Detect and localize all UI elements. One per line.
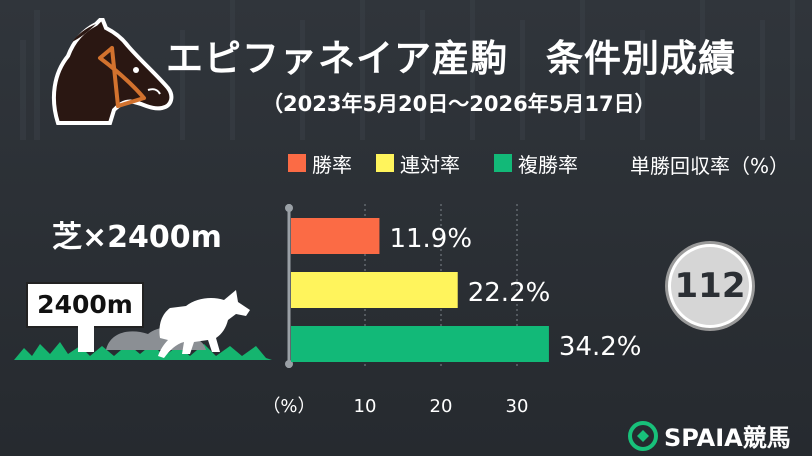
running-horse-icon bbox=[14, 290, 272, 360]
legend-swatch bbox=[494, 154, 512, 172]
page-subtitle: （2023年5月20日〜2026年5月17日） bbox=[262, 92, 656, 116]
spaia-logo-icon bbox=[628, 420, 658, 451]
axis-cap bbox=[285, 204, 293, 212]
distance-sign: 2400m bbox=[26, 282, 144, 328]
return-rate-note: 単勝回収率（%） bbox=[630, 154, 790, 178]
legend-label: 連対率 bbox=[400, 152, 460, 177]
legend-swatch bbox=[288, 154, 306, 172]
x-tick-label: 20 bbox=[430, 396, 453, 417]
legend-swatch bbox=[376, 154, 394, 172]
x-axis-unit-label: （%） bbox=[262, 396, 315, 417]
sign-post bbox=[78, 326, 94, 352]
legend-item-quinella: 連対率 bbox=[376, 150, 460, 177]
brand-name: SPAIA競馬 bbox=[664, 424, 791, 452]
bar-2 bbox=[291, 326, 549, 362]
return-rate-badge: 112 bbox=[668, 244, 752, 328]
legend-label: 複勝率 bbox=[518, 152, 578, 177]
horse-head-icon bbox=[51, 18, 174, 125]
bar-1 bbox=[291, 272, 458, 308]
legend-item-show: 複勝率 bbox=[494, 150, 578, 177]
value-label: 22.2% bbox=[468, 278, 551, 308]
x-tick-label: 10 bbox=[354, 396, 377, 417]
brand-logo: SPAIA競馬 bbox=[628, 418, 791, 453]
legend-item-win: 勝率 bbox=[288, 150, 352, 177]
value-label: 34.2% bbox=[559, 332, 642, 362]
course-label: 芝×2400m bbox=[52, 220, 222, 255]
x-tick-label: 30 bbox=[506, 396, 529, 417]
legend-label: 勝率 bbox=[312, 152, 352, 177]
page-title: エピファネイア産駒 条件別成績 bbox=[166, 37, 736, 80]
value-label: 11.9% bbox=[389, 224, 472, 254]
bar-0 bbox=[291, 218, 380, 254]
background-pattern bbox=[20, 0, 795, 140]
